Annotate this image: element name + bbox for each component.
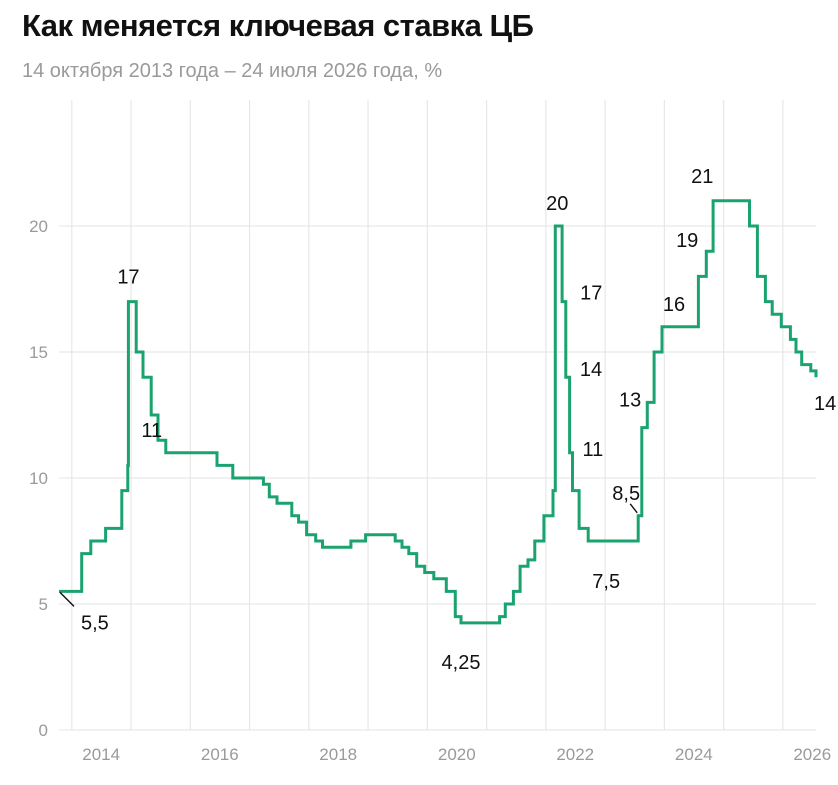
y-axis: 0 5 10 15 20 xyxy=(29,217,48,740)
annotation-14: 14 xyxy=(814,393,836,415)
x-tick-2016: 2016 xyxy=(201,745,239,764)
annotation-7: 11 xyxy=(583,439,604,461)
leader-8-5 xyxy=(629,503,638,514)
x-tick-2026: 2026 xyxy=(793,745,831,764)
annotations: 5,5 17 11 4,25 20 17 14 11 7,5 8,5 13 16 19 21 14 xyxy=(81,166,836,674)
x-tick-2018: 2018 xyxy=(319,745,357,764)
x-tick-2024: 2024 xyxy=(675,745,713,764)
annotation-1: 17 xyxy=(117,267,139,289)
y-tick-0: 0 xyxy=(39,721,48,740)
annotation-leaders xyxy=(59,503,638,607)
y-tick-20: 20 xyxy=(29,217,48,236)
chart-subtitle: 14 октября 2013 года – 24 июля 2026 года… xyxy=(22,60,443,82)
annotation-5: 17 xyxy=(580,283,602,305)
y-tick-15: 15 xyxy=(29,343,48,362)
annotation-11: 16 xyxy=(663,294,685,316)
x-tick-2014: 2014 xyxy=(82,745,120,764)
y-tick-10: 10 xyxy=(29,469,48,488)
annotation-2: 11 xyxy=(141,420,162,442)
grid xyxy=(59,100,816,731)
annotation-10: 13 xyxy=(619,389,641,411)
x-tick-2020: 2020 xyxy=(438,745,476,764)
annotation-3: 4,25 xyxy=(442,652,481,674)
annotation-13: 21 xyxy=(691,166,713,188)
annotation-4: 20 xyxy=(546,193,568,215)
x-axis: 2014 2016 2018 2020 2022 2024 2026 xyxy=(82,745,831,764)
annotation-12: 19 xyxy=(676,230,698,252)
rate-series-line xyxy=(59,199,818,625)
annotation-0: 5,5 xyxy=(81,612,109,634)
annotation-6: 14 xyxy=(580,359,602,381)
annotation-9: 8,5 xyxy=(612,483,640,505)
annotation-8: 7,5 xyxy=(592,571,620,593)
y-tick-5: 5 xyxy=(39,595,48,614)
x-tick-2022: 2022 xyxy=(556,745,594,764)
leader-5-5 xyxy=(59,591,75,607)
chart-title: Как меняется ключевая ставка ЦБ xyxy=(22,8,534,43)
